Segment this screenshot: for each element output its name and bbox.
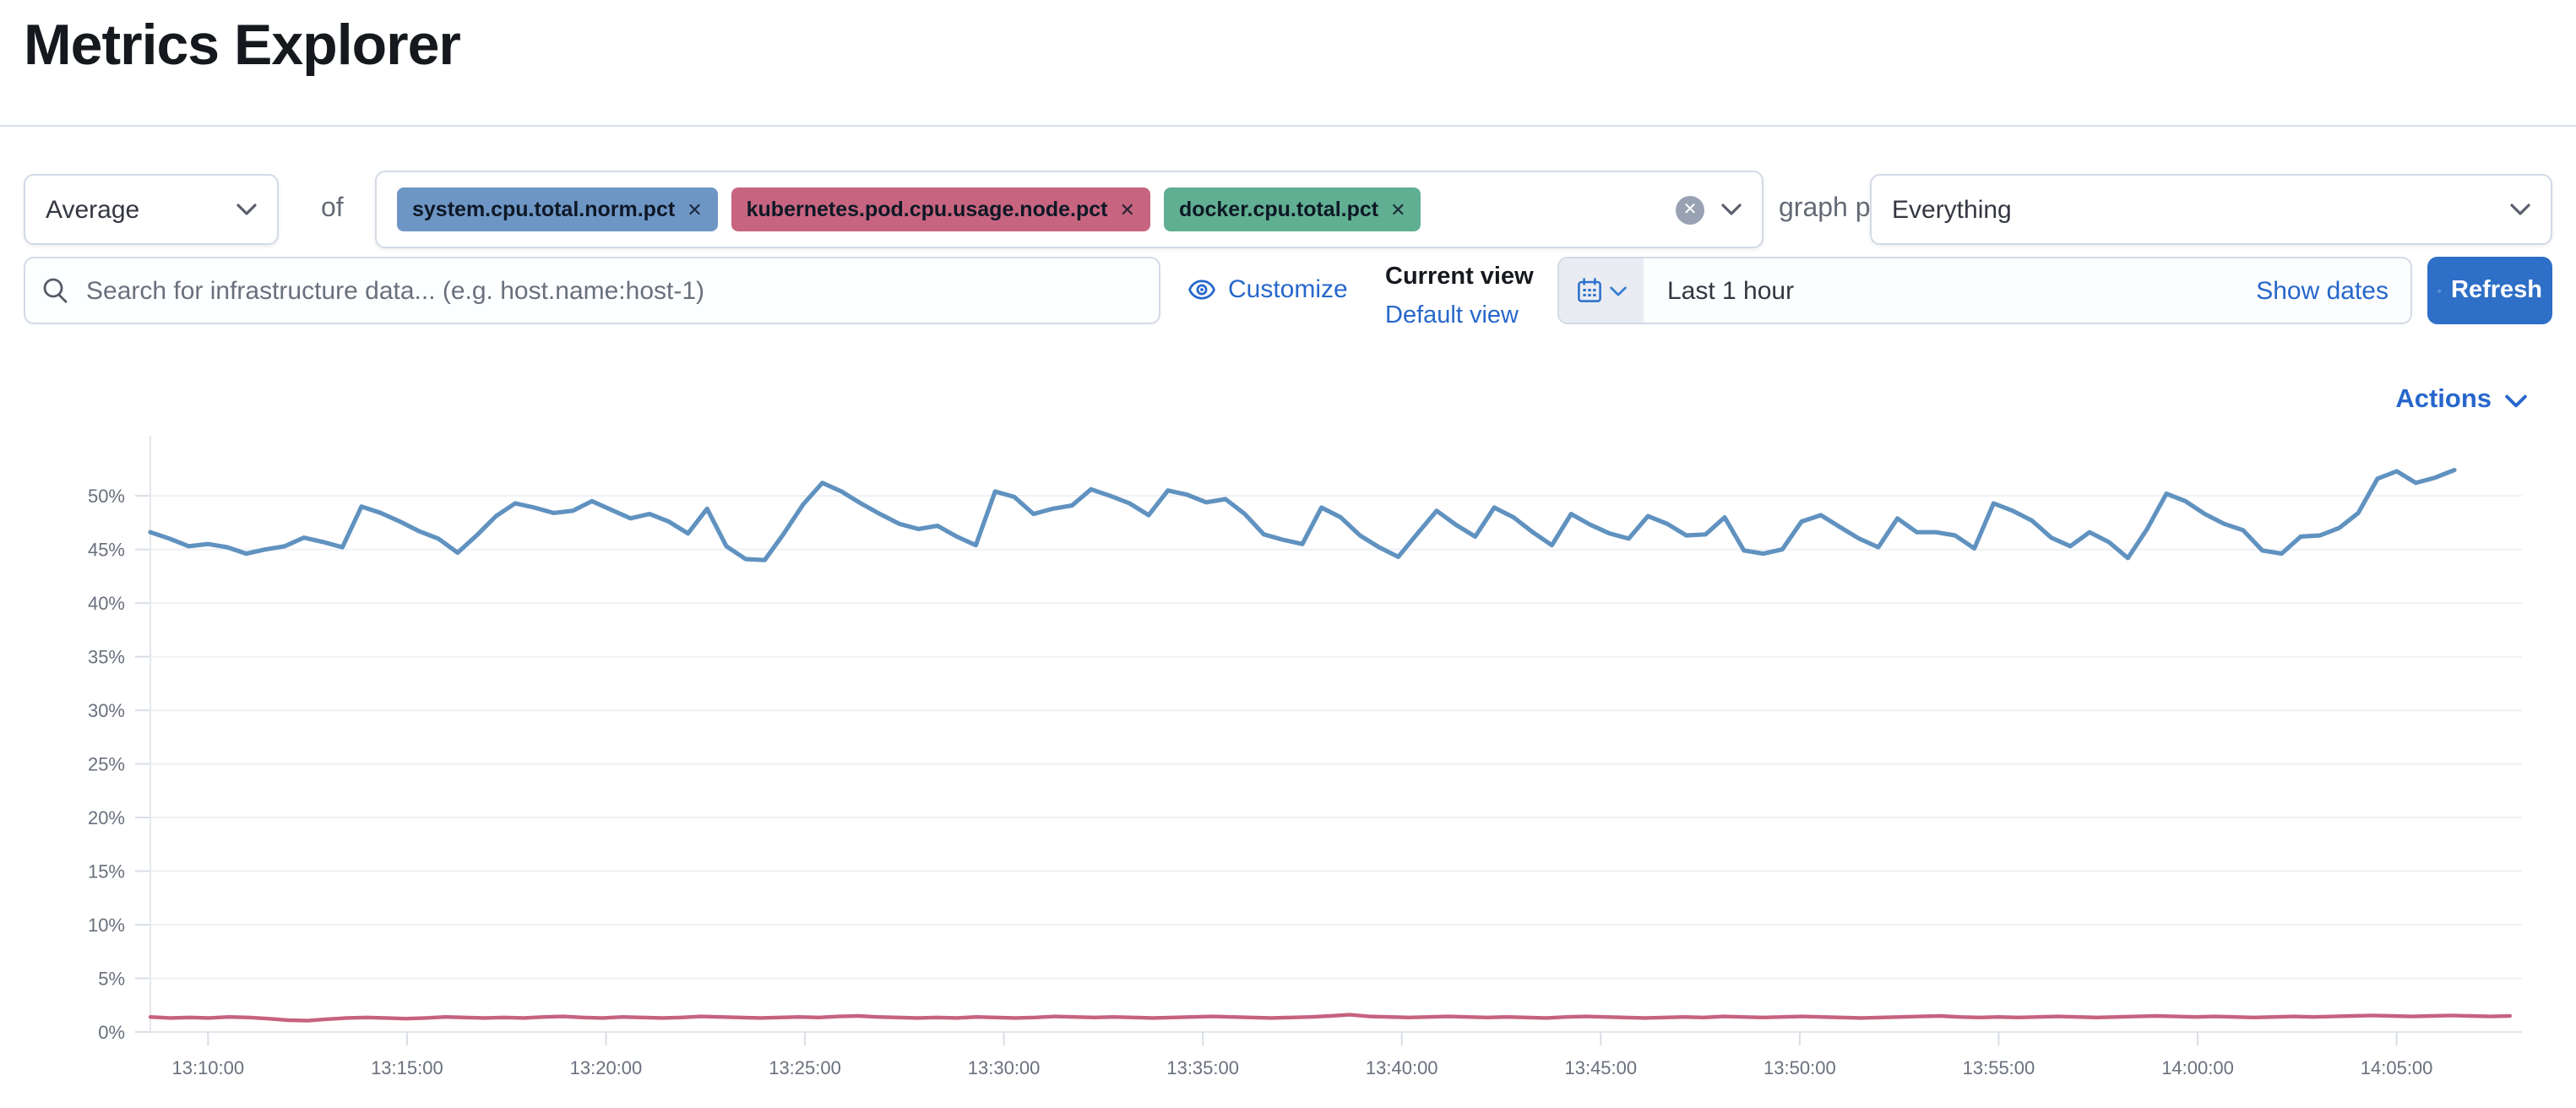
svg-text:25%: 25% (88, 754, 125, 775)
metric-tag-kubernetes-pod-cpu[interactable]: kubernetes.pod.cpu.usage.node.pct ✕ (731, 187, 1150, 231)
eye-icon (1188, 280, 1215, 300)
svg-text:35%: 35% (88, 647, 125, 668)
svg-text:13:55:00: 13:55:00 (1963, 1057, 2035, 1078)
svg-text:15%: 15% (88, 861, 125, 883)
svg-text:40%: 40% (88, 593, 125, 614)
remove-metric-icon[interactable]: ✕ (1390, 200, 1406, 220)
metrics-combobox[interactable]: system.cpu.total.norm.pct ✕ kubernetes.p… (375, 171, 1764, 248)
date-picker-quick-menu-button[interactable] (1559, 258, 1644, 323)
svg-text:13:25:00: 13:25:00 (769, 1057, 841, 1078)
refresh-icon (2437, 289, 2441, 292)
refresh-label: Refresh (2451, 277, 2542, 304)
svg-text:5%: 5% (98, 969, 125, 990)
svg-text:13:35:00: 13:35:00 (1166, 1057, 1239, 1078)
calendar-icon (1578, 278, 1601, 302)
svg-text:30%: 30% (88, 700, 125, 721)
metric-tag-label: kubernetes.pod.cpu.usage.node.pct (746, 198, 1108, 221)
header-divider (0, 125, 2576, 127)
default-view-link[interactable]: Default view (1385, 302, 1519, 329)
metric-tag-system-cpu[interactable]: system.cpu.total.norm.pct ✕ (397, 187, 718, 231)
svg-text:0%: 0% (98, 1022, 125, 1043)
svg-text:14:05:00: 14:05:00 (2361, 1057, 2433, 1078)
show-dates-button[interactable]: Show dates (2256, 276, 2389, 305)
svg-text:10%: 10% (88, 915, 125, 936)
page-title: Metrics Explorer (24, 14, 461, 78)
metric-tag-docker-cpu[interactable]: docker.cpu.total.pct ✕ (1163, 187, 1421, 231)
chevron-down-icon (236, 204, 257, 215)
svg-text:13:45:00: 13:45:00 (1564, 1057, 1637, 1078)
svg-text:14:00:00: 14:00:00 (2161, 1057, 2234, 1078)
chevron-down-icon[interactable] (1721, 203, 1742, 216)
svg-text:20%: 20% (88, 807, 125, 828)
remove-metric-icon[interactable]: ✕ (687, 200, 703, 220)
refresh-button[interactable]: Refresh (2427, 257, 2552, 324)
time-range-value[interactable]: Last 1 hour (1667, 276, 1795, 305)
of-label: of (321, 194, 344, 223)
svg-text:50%: 50% (88, 486, 125, 507)
metrics-chart[interactable]: 0% 5% 10% 15% 20% 25% 30% 35% 40% 45% 50% 13:10:00 1… (0, 416, 2576, 1108)
aggregation-value: Average (46, 195, 140, 224)
date-picker: Last 1 hour Show dates (1557, 257, 2412, 324)
metric-tag-label: docker.cpu.total.pct (1178, 198, 1379, 221)
view-switcher: Current view Default view (1385, 258, 1534, 336)
chevron-down-icon (2510, 204, 2530, 215)
svg-text:13:40:00: 13:40:00 (1366, 1057, 1438, 1078)
metric-tag-label: system.cpu.total.norm.pct (412, 198, 676, 221)
search-input[interactable] (83, 274, 1142, 307)
customize-label: Customize (1228, 275, 1348, 304)
aggregation-select[interactable]: Average (24, 174, 279, 245)
group-by-value: Everything (1892, 195, 2012, 224)
svg-text:13:30:00: 13:30:00 (968, 1057, 1041, 1078)
svg-text:13:50:00: 13:50:00 (1764, 1057, 1836, 1078)
search-input-wrapper (24, 257, 1160, 324)
svg-text:13:10:00: 13:10:00 (171, 1057, 244, 1078)
clear-all-metrics-button[interactable]: ✕ (1676, 195, 1704, 224)
actions-label: Actions (2395, 385, 2492, 414)
svg-text:13:15:00: 13:15:00 (371, 1057, 443, 1078)
customize-button[interactable]: Customize (1187, 275, 1348, 304)
chevron-down-icon (2505, 394, 2527, 407)
remove-metric-icon[interactable]: ✕ (1119, 200, 1135, 220)
svg-text:13:20:00: 13:20:00 (570, 1057, 643, 1078)
group-by-select[interactable]: Everything (1870, 174, 2552, 245)
actions-menu-button[interactable]: Actions (2395, 385, 2527, 416)
current-view-label: Current view (1385, 263, 1534, 291)
chevron-down-icon (1610, 285, 1627, 296)
search-icon (43, 278, 68, 303)
svg-text:45%: 45% (88, 540, 125, 561)
